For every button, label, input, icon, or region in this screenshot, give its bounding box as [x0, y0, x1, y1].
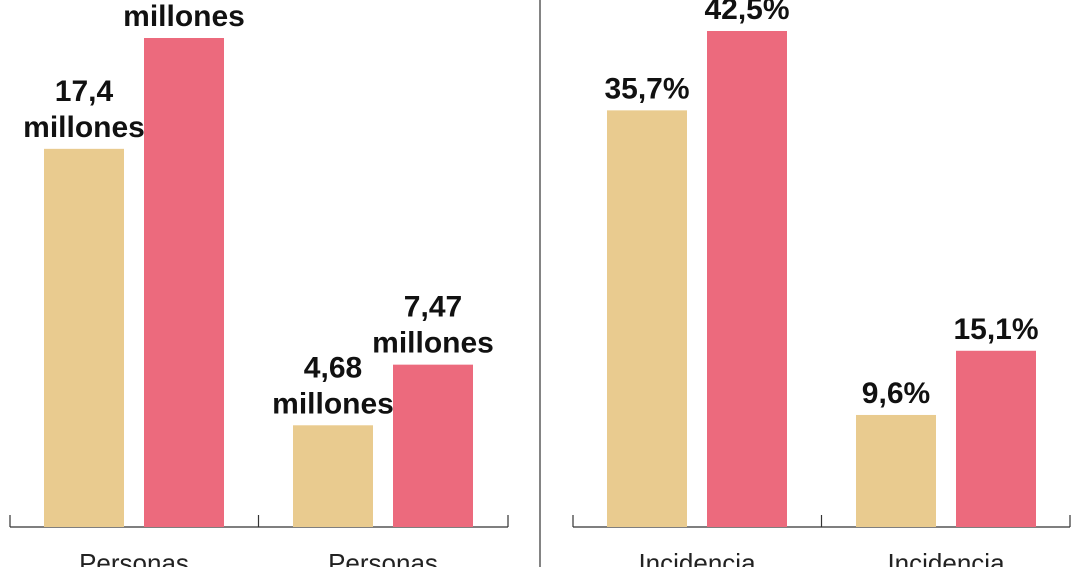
bar: [607, 110, 687, 528]
bar-value-label: 7,47 millones: [372, 291, 494, 360]
bar-value-label: 15,1%: [953, 313, 1038, 346]
category-label: Incidencia: [638, 548, 756, 567]
bar: [707, 31, 787, 527]
category-label: Personas: [328, 548, 438, 567]
bar-value-label: 35,7%: [604, 72, 689, 105]
bar-value-label: 42,5%: [704, 0, 789, 26]
bar: [144, 38, 224, 527]
bar: [956, 350, 1036, 527]
bar-value-label: 17,4 millones: [23, 75, 145, 144]
bar: [393, 364, 473, 527]
bar: [293, 425, 373, 527]
category-label: Personas: [79, 548, 189, 567]
category-label: Incidencia: [887, 548, 1005, 567]
bar-value-label: millones: [123, 0, 245, 33]
bar-value-label: 9,6%: [862, 377, 930, 410]
bar: [856, 414, 936, 527]
bar-value-label: 4,68 millones: [272, 351, 394, 420]
bar: [44, 148, 124, 527]
